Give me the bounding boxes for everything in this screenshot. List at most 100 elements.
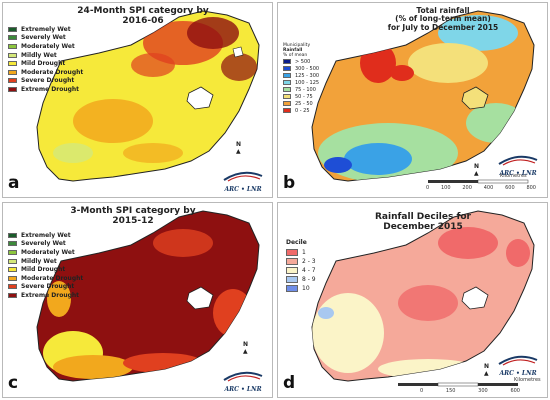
scale-labels: 0 100 200 400 600 800 — [426, 185, 536, 191]
legend-item: Extremely Wet — [8, 25, 83, 34]
legend-swatch — [283, 59, 291, 64]
panel-a-label: a — [8, 173, 20, 193]
region-extreme-drought-2 — [221, 53, 257, 81]
arc-lnr-logo: ARC • LNR — [220, 367, 266, 393]
legend-swatch — [8, 292, 17, 298]
legend-item: Mildly Wet — [8, 51, 83, 60]
panel-c-spi-3-month: 3-Month SPI category by 2015-12 Extremel… — [2, 202, 273, 398]
legend-item: 300 - 500 — [283, 65, 319, 72]
legend-swatch — [8, 284, 17, 290]
north-arrow-icon: N ▲ — [474, 163, 480, 177]
arc-lnr-logo: ARC • LNR — [495, 151, 541, 177]
legend-swatch — [286, 285, 298, 292]
region-severe-drought-2 — [131, 53, 175, 77]
arc-swoosh-icon — [223, 371, 263, 382]
legend-swatch — [283, 73, 291, 78]
region-moderate-drought-2 — [123, 143, 183, 163]
lesotho — [186, 286, 214, 310]
panel-a-legend: Extremely Wet Severely Wet Moderately We… — [8, 25, 83, 94]
legend-item: Extreme Drought — [8, 291, 83, 300]
lesotho — [186, 86, 214, 110]
scale-bar — [428, 179, 529, 184]
region-severe-drought-north — [153, 229, 213, 257]
legend-item: Extreme Drought — [8, 85, 83, 94]
legend-item: Extremely Wet — [8, 231, 83, 240]
map-c — [36, 210, 260, 382]
map-b — [311, 10, 535, 184]
arc-swoosh-icon — [223, 171, 263, 182]
region-75-100-east — [466, 103, 526, 143]
region-moderate-drought — [73, 99, 153, 143]
panel-c-title: 3-Month SPI category by 2015-12 — [70, 206, 196, 226]
legend-item: 1 — [286, 248, 316, 257]
legend-swatch — [8, 275, 17, 281]
legend-swatch — [8, 258, 17, 264]
panel-a-title: 24-Month SPI category by 2016-06 — [77, 6, 209, 26]
legend-swatch — [8, 78, 17, 84]
lesotho — [461, 86, 489, 110]
north-arrow-icon: N ▲ — [236, 141, 242, 155]
region-50-75 — [408, 43, 488, 83]
legend-swatch — [283, 108, 291, 113]
legend-swatch — [8, 267, 17, 273]
legend-swatch — [286, 276, 298, 283]
legend-item: Severely Wet — [8, 34, 83, 43]
north-arrow-icon: N ▲ — [243, 341, 249, 355]
legend-item: Moderately Wet — [8, 248, 83, 257]
legend-item: Mild Drought — [8, 265, 83, 274]
panel-d-legend: Decile 1 2 - 3 4 - 7 8 - 9 10 — [286, 239, 316, 293]
legend-item: 4 - 7 — [286, 266, 316, 275]
north-arrow-icon: N ▲ — [484, 363, 490, 377]
legend-swatch — [8, 69, 17, 75]
scale-bar — [398, 382, 518, 387]
panel-b-label: b — [283, 173, 296, 193]
region-extreme-drought — [187, 17, 239, 49]
legend-item: 50 - 75 — [283, 93, 319, 100]
legend-swatch — [286, 267, 298, 274]
legend-swatch — [8, 249, 17, 255]
legend-item: Moderately Wet — [8, 42, 83, 51]
map-d — [311, 210, 535, 387]
arc-lnr-logo: ARC • LNR — [220, 167, 266, 193]
region-decile-1-central — [398, 285, 458, 321]
legend-item: 0 - 25 — [283, 107, 319, 114]
arc-swoosh-icon — [498, 355, 538, 366]
legend-swatch — [8, 43, 17, 49]
legend-item: Severe Drought — [8, 77, 83, 86]
lesotho — [461, 286, 489, 310]
arc-lnr-logo: ARC • LNR — [495, 351, 541, 377]
region-decile-8-9 — [318, 307, 334, 319]
legend-item: Moderate Drought — [8, 274, 83, 283]
region-100-125-north — [438, 15, 518, 51]
legend-swatch — [8, 26, 17, 32]
legend-item: Moderate Drought — [8, 68, 83, 77]
panel-a-spi-24-month: 24-Month SPI category by 2016-06 Extreme… — [2, 2, 273, 198]
legend-item: > 500 — [283, 58, 319, 65]
legend-swatch — [283, 101, 291, 106]
legend-swatch — [8, 232, 17, 238]
legend-item: 8 - 9 — [286, 275, 316, 284]
panel-b-title: Total rainfall (% of long-term mean) for… — [387, 6, 499, 32]
region-0-25 — [360, 43, 396, 83]
region-mildly-wet — [53, 143, 93, 163]
panel-d-label: d — [283, 373, 296, 393]
legend-item: 25 - 50 — [283, 100, 319, 107]
legend-swatch — [286, 258, 298, 265]
panel-d-title: Rainfall Deciles for December 2015 — [375, 212, 471, 232]
legend-swatch — [283, 66, 291, 71]
panel-c-label: c — [8, 373, 19, 393]
region-decile-1-north — [438, 227, 498, 259]
panel-b-total-rainfall: Total rainfall (% of long-term mean) for… — [277, 2, 548, 198]
legend-swatch — [8, 86, 17, 92]
legend-item: Mild Drought — [8, 59, 83, 68]
region-moderate-drought — [53, 355, 133, 379]
legend-swatch — [8, 61, 17, 67]
region-300-500 — [324, 157, 352, 173]
region-severe-drought-east — [213, 289, 253, 337]
scale-labels: 0 150 300 600 — [420, 388, 520, 394]
region-125-300 — [344, 143, 412, 175]
scale-unit: Kilometres — [514, 377, 541, 383]
legend-item: 2 - 3 — [286, 257, 316, 266]
legend-item: 10 — [286, 284, 316, 293]
region-severe-drought — [123, 353, 203, 373]
